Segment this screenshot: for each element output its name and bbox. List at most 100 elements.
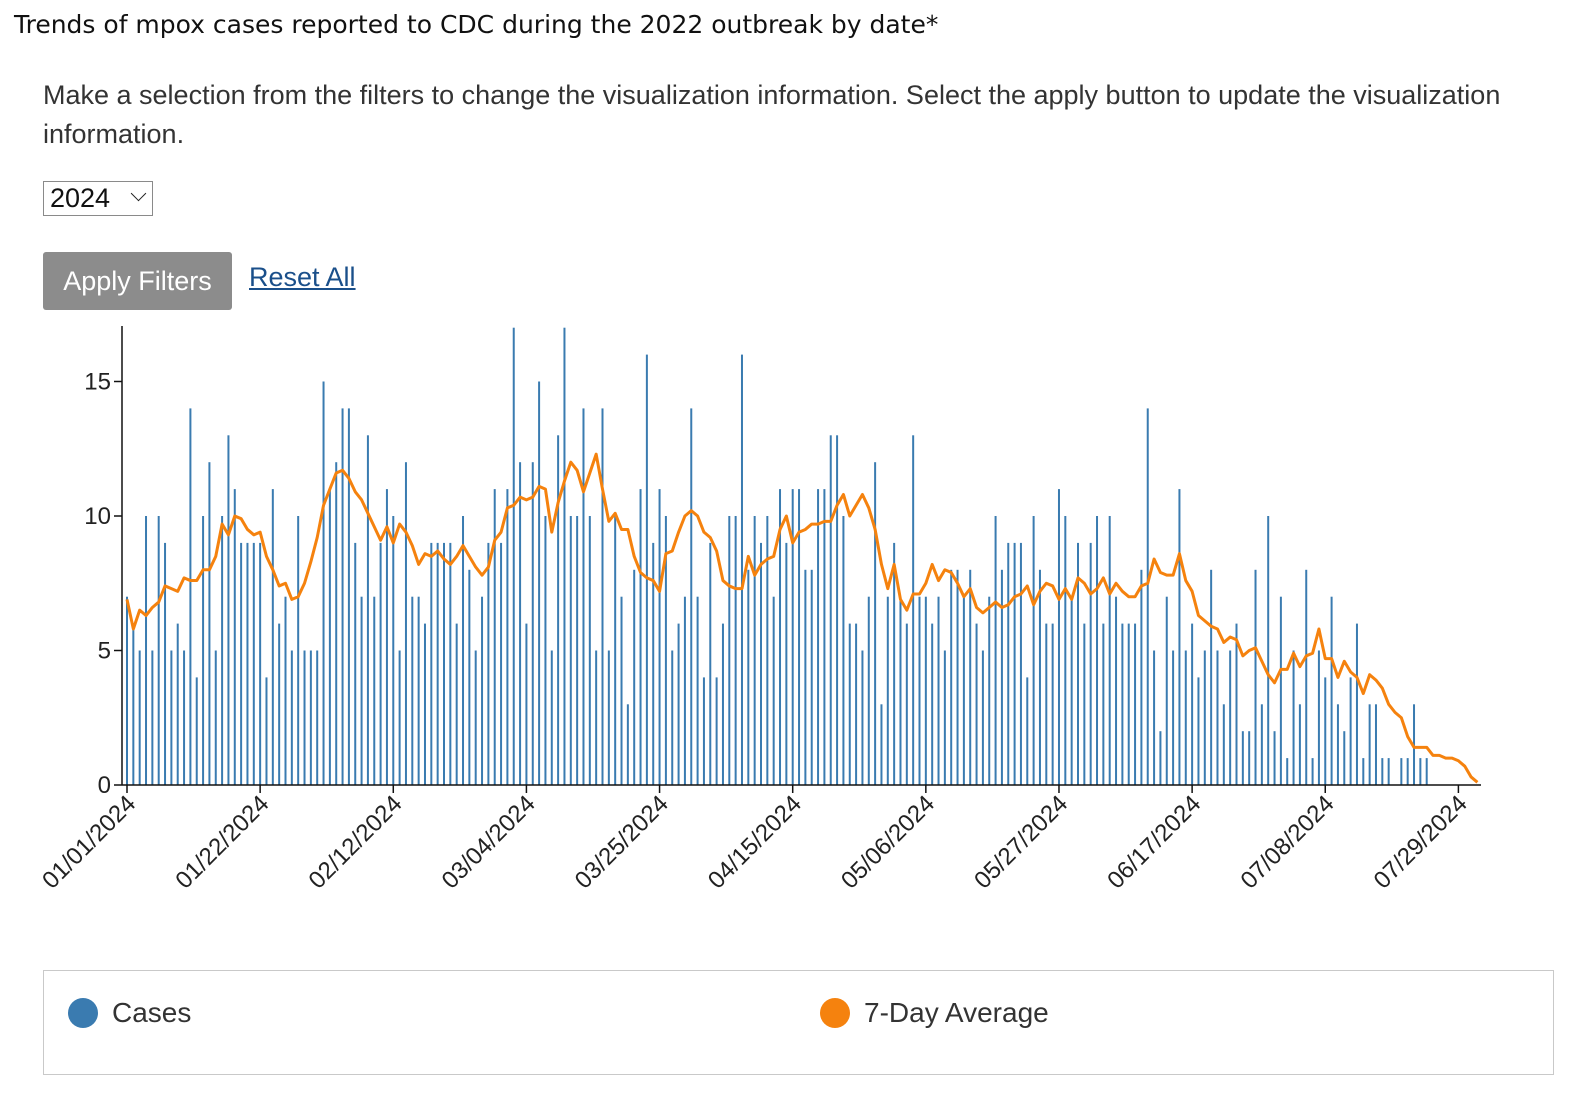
bar-cases bbox=[183, 650, 186, 785]
bar-cases bbox=[1387, 758, 1390, 785]
bar-cases bbox=[601, 408, 604, 785]
bar-cases bbox=[937, 596, 940, 785]
bar-cases bbox=[728, 516, 731, 785]
bar-cases bbox=[1355, 623, 1358, 785]
bar-cases bbox=[132, 623, 135, 785]
legend-label-average: 7-Day Average bbox=[864, 997, 1049, 1028]
bar-cases bbox=[1077, 542, 1079, 785]
bar-cases bbox=[500, 542, 503, 785]
bar-cases bbox=[145, 516, 148, 785]
bar-cases bbox=[994, 516, 997, 785]
bar-cases bbox=[576, 516, 579, 785]
bar-cases bbox=[227, 435, 230, 785]
bar-cases bbox=[569, 516, 572, 785]
bar-cases bbox=[1222, 704, 1225, 785]
bar-cases bbox=[360, 596, 363, 785]
bar-cases bbox=[202, 516, 205, 785]
bar-cases bbox=[1000, 569, 1003, 785]
bar-cases bbox=[721, 623, 724, 785]
year-select[interactable]: 2024 bbox=[43, 181, 153, 216]
bar-cases bbox=[874, 462, 877, 785]
bar-cases bbox=[493, 489, 496, 785]
bar-cases bbox=[1229, 650, 1232, 785]
bar-cases bbox=[1419, 758, 1422, 785]
bar-cases bbox=[975, 623, 978, 785]
bar-cases bbox=[417, 596, 420, 785]
bar-cases bbox=[1292, 650, 1295, 785]
cases-swatch-icon bbox=[68, 998, 98, 1028]
bar-cases bbox=[626, 704, 629, 785]
x-tick-label: 06/17/2024 bbox=[1102, 790, 1206, 894]
bar-cases bbox=[791, 489, 794, 785]
bar-cases bbox=[138, 650, 141, 785]
bar-cases bbox=[981, 650, 984, 785]
bar-cases bbox=[1374, 704, 1377, 785]
y-tick-label: 15 bbox=[84, 369, 111, 396]
bar-cases bbox=[1330, 596, 1333, 785]
y-tick-label: 5 bbox=[98, 638, 111, 665]
x-tick-label: 04/15/2024 bbox=[703, 790, 807, 894]
bar-cases bbox=[214, 650, 217, 785]
bar-cases bbox=[341, 408, 344, 785]
bar-cases bbox=[677, 623, 680, 785]
x-tick-label: 07/29/2024 bbox=[1369, 790, 1473, 894]
bar-cases bbox=[817, 489, 820, 785]
filter-instructions: Make a selection from the filters to cha… bbox=[43, 80, 1501, 149]
bar-cases bbox=[164, 542, 167, 785]
bar-cases bbox=[905, 623, 908, 785]
bar-cases bbox=[1406, 758, 1409, 785]
bar-cases bbox=[1381, 758, 1384, 785]
bar-cases bbox=[322, 381, 325, 785]
apply-filters-button[interactable]: Apply Filters bbox=[43, 252, 232, 310]
legend-item-cases: Cases bbox=[68, 997, 191, 1029]
bar-cases bbox=[316, 650, 319, 785]
bar-cases bbox=[1286, 758, 1289, 785]
x-tick-label: 01/01/2024 bbox=[37, 790, 141, 894]
bar-cases bbox=[1057, 489, 1060, 785]
bar-cases bbox=[867, 596, 870, 785]
bar-cases bbox=[1172, 650, 1175, 785]
bar-cases bbox=[265, 677, 268, 785]
bar-cases bbox=[988, 596, 991, 785]
bar-cases bbox=[1235, 623, 1238, 785]
bar-cases bbox=[1070, 596, 1073, 785]
x-tick-label: 02/12/2024 bbox=[303, 790, 407, 894]
bar-cases bbox=[1153, 650, 1156, 785]
bar-cases bbox=[1336, 704, 1339, 785]
bar-cases bbox=[271, 489, 274, 785]
bar-cases bbox=[563, 327, 566, 785]
bar-cases bbox=[836, 435, 839, 785]
bar-cases bbox=[1032, 516, 1035, 785]
x-tick-label: 03/04/2024 bbox=[437, 790, 541, 894]
bar-cases bbox=[544, 516, 547, 785]
bar-cases bbox=[449, 542, 452, 785]
bar-cases bbox=[354, 542, 357, 785]
bar-cases bbox=[690, 408, 693, 785]
bar-cases bbox=[233, 489, 236, 785]
bar-cases bbox=[297, 516, 300, 785]
bar-cases bbox=[240, 542, 243, 785]
bar-cases bbox=[1108, 516, 1111, 785]
bar-cases bbox=[208, 462, 211, 785]
x-tick-label: 03/25/2024 bbox=[570, 790, 674, 894]
bar-cases bbox=[379, 542, 382, 785]
bar-cases bbox=[1146, 408, 1149, 785]
average-swatch-icon bbox=[820, 998, 850, 1028]
bar-cases bbox=[1134, 623, 1137, 785]
bar-cases bbox=[443, 542, 445, 785]
bar-cases bbox=[582, 408, 585, 785]
bar-cases bbox=[639, 489, 642, 785]
bar-cases bbox=[842, 516, 845, 785]
bar-cases bbox=[1400, 758, 1403, 785]
bar-cases bbox=[385, 489, 388, 785]
bar-cases bbox=[189, 408, 192, 785]
bar-cases bbox=[436, 542, 439, 785]
bar-cases bbox=[506, 489, 509, 785]
bar-cases bbox=[798, 489, 801, 785]
reset-all-link[interactable]: Reset All bbox=[249, 262, 356, 292]
x-tick-label: 05/06/2024 bbox=[836, 790, 940, 894]
bar-cases bbox=[170, 650, 173, 785]
bar-cases bbox=[899, 596, 902, 785]
bar-cases bbox=[462, 516, 465, 785]
bar-cases bbox=[1038, 569, 1041, 785]
